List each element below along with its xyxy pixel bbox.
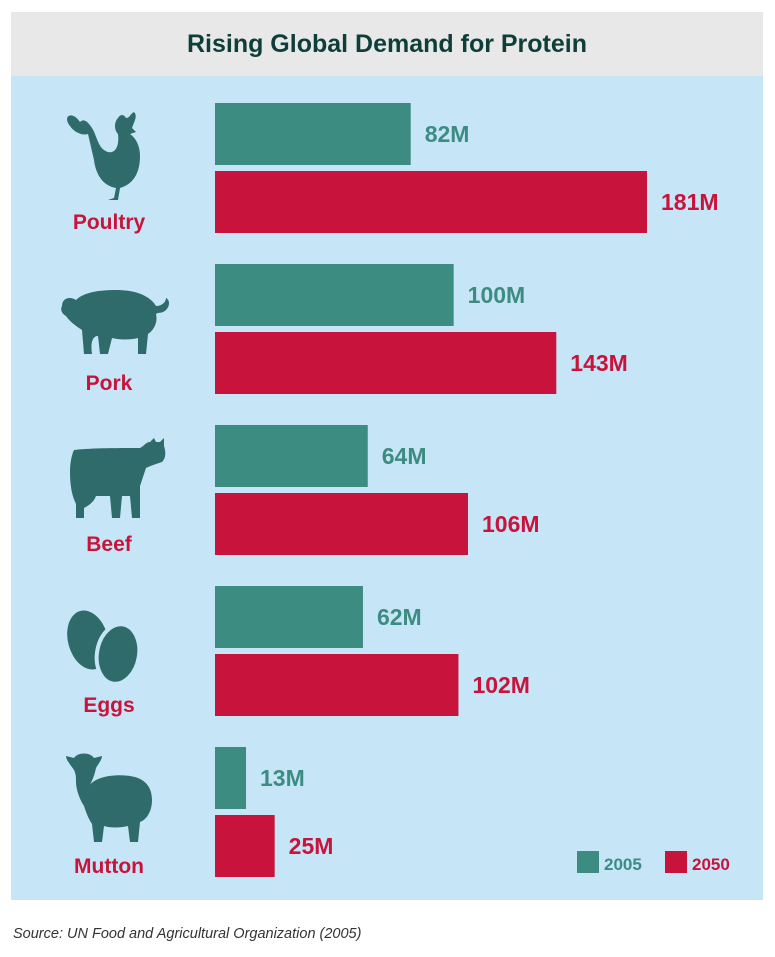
data-label-mutton-2005: 13M bbox=[260, 765, 305, 791]
data-label-poultry-2050: 181M bbox=[661, 189, 719, 215]
legend-swatch-2005 bbox=[577, 851, 599, 873]
bar-mutton-2050 bbox=[215, 815, 275, 877]
data-label-beef-2050: 106M bbox=[482, 511, 540, 537]
data-label-pork-2005: 100M bbox=[468, 282, 526, 308]
data-label-beef-2005: 64M bbox=[382, 443, 427, 469]
bar-pork-2005 bbox=[215, 264, 454, 326]
legend-label-2050: 2050 bbox=[692, 855, 730, 874]
bar-poultry-2050 bbox=[215, 171, 647, 233]
legend-swatch-2050 bbox=[665, 851, 687, 873]
bar-eggs-2050 bbox=[215, 654, 459, 716]
bar-beef-2005 bbox=[215, 425, 368, 487]
bar-eggs-2005 bbox=[215, 586, 363, 648]
chicken-icon bbox=[67, 112, 140, 200]
pig-icon bbox=[61, 290, 169, 354]
data-label-mutton-2050: 25M bbox=[289, 833, 334, 859]
bar-chart: Poultry 82M 181M Pork 100M 143M Beef 64M 106M Egg… bbox=[58, 103, 730, 878]
bar-beef-2050 bbox=[215, 493, 468, 555]
category-label-poultry: Poultry bbox=[73, 211, 146, 234]
bar-poultry-2005 bbox=[215, 103, 411, 165]
title-bar: Rising Global Demand for Protein bbox=[11, 12, 763, 76]
category-label-mutton: Mutton bbox=[74, 855, 144, 878]
sheep-icon bbox=[66, 753, 152, 842]
category-label-beef: Beef bbox=[86, 533, 133, 556]
cow-icon bbox=[70, 438, 166, 518]
source-note: Source: UN Food and Agricultural Organiz… bbox=[13, 926, 362, 942]
eggs-icon bbox=[58, 603, 146, 690]
bar-mutton-2005 bbox=[215, 747, 247, 809]
data-label-poultry-2005: 82M bbox=[425, 121, 470, 147]
data-label-eggs-2050: 102M bbox=[472, 672, 530, 698]
data-label-eggs-2005: 62M bbox=[377, 604, 422, 630]
data-label-pork-2050: 143M bbox=[570, 350, 628, 376]
legend-label-2005: 2005 bbox=[604, 855, 642, 874]
category-label-pork: Pork bbox=[86, 372, 133, 395]
bar-pork-2050 bbox=[215, 332, 557, 394]
category-label-eggs: Eggs bbox=[83, 694, 134, 717]
chart-panel: Poultry 82M 181M Pork 100M 143M Beef 64M 106M Egg… bbox=[11, 76, 763, 900]
chart-title: Rising Global Demand for Protein bbox=[186, 29, 588, 58]
